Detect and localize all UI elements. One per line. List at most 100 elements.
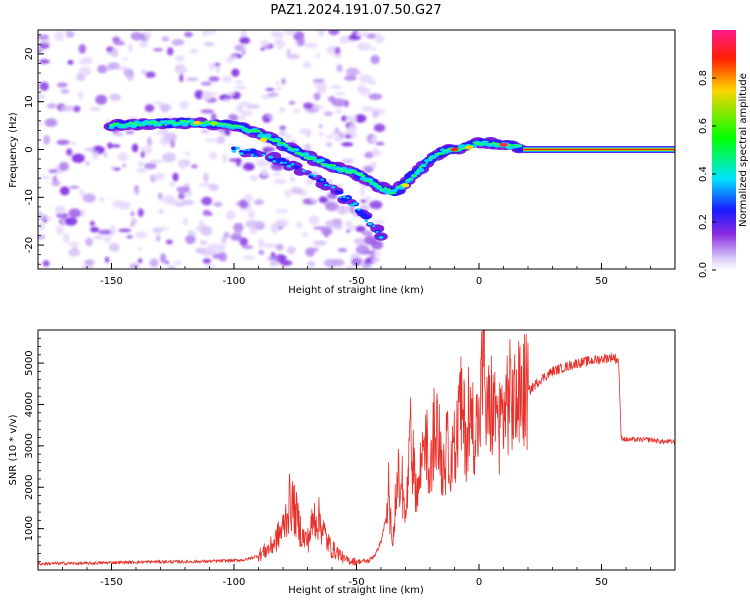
ridge-branch-segment — [301, 169, 306, 173]
ridge-branch-segment — [338, 196, 343, 199]
spectrogram-noise-blob — [214, 62, 221, 67]
spectrogram-noise-blob — [111, 144, 121, 148]
spectrogram-noise-blob — [165, 239, 173, 245]
ridge-branch-segment — [261, 153, 266, 156]
spectrogram-noise-blob — [275, 86, 283, 91]
spectrogram-y-tick-label: 20 — [24, 48, 35, 61]
spectrogram-ridge — [103, 117, 675, 241]
spectrogram-noise-blob — [267, 92, 279, 97]
ridge-segment — [376, 184, 382, 188]
spectrogram-noise-blob — [375, 141, 385, 146]
spectrogram-noise-blob — [221, 76, 233, 83]
spectrogram-x-tick-label: 50 — [595, 276, 608, 287]
spectrogram-noise-blob — [200, 109, 215, 114]
spectrogram-noise-blob — [243, 193, 254, 203]
spectrogram-noise-blob — [301, 231, 308, 237]
ridge-segment — [297, 152, 302, 156]
spectrogram-y-tick-label: 10 — [24, 95, 35, 108]
spectrogram-noise-blob — [152, 172, 166, 181]
ridge-segment — [243, 128, 248, 131]
spectrogram-noise-blob — [149, 159, 163, 164]
spectrogram-noise-blob — [317, 30, 325, 37]
spectrogram-noise-blob — [198, 183, 212, 187]
spectrogram-noise-blob — [72, 105, 81, 113]
spectrogram-noise-blob — [305, 128, 312, 137]
spectrogram-y-tick-label: -20 — [24, 237, 35, 253]
spectrogram-noise-blob — [84, 147, 96, 152]
spectrogram-noise-blob — [209, 151, 218, 160]
spectrogram-noise-blob — [113, 40, 125, 46]
ridge-segment — [491, 141, 496, 144]
spectrogram-noise-blob — [230, 114, 239, 122]
ridge-branch-segment — [250, 153, 255, 157]
spectrogram-noise-blob — [141, 69, 147, 74]
spectrogram-noise-blob — [304, 42, 318, 49]
ridge-segment — [134, 123, 140, 127]
ridge-segment — [322, 163, 328, 166]
spectrogram-noise-blob — [331, 130, 337, 136]
spectrogram-noise-blob — [126, 235, 134, 239]
spectrogram-noise-blob — [164, 132, 178, 142]
ridge-hotspot — [401, 183, 410, 188]
spectrogram-noise-blob — [51, 180, 61, 187]
spectrogram-noise-blob — [117, 152, 129, 162]
spectrogram-noise-blob — [60, 89, 70, 94]
spectrogram-noise-blob — [118, 228, 132, 233]
ridge-segment — [392, 188, 398, 193]
ridge-segment — [182, 119, 187, 123]
spectrogram-noise-blob — [231, 68, 240, 77]
ridge-branch-segment — [364, 219, 369, 223]
spectrogram-noise-blob — [221, 237, 227, 244]
ridge-segment — [471, 144, 478, 148]
snr-y-tick-label: 4000 — [24, 392, 35, 417]
spectrogram-noise-blob — [315, 52, 320, 60]
spectrogram-noise-blob — [225, 57, 234, 64]
spectrogram-noise-blob — [275, 218, 289, 228]
spectrogram-noise-blob — [178, 161, 187, 170]
spectrogram-noise-blob — [370, 54, 380, 65]
spectrogram-noise-blob — [201, 90, 213, 101]
spectrogram-noise-blob — [79, 188, 85, 197]
spectrogram-noise-blob — [156, 226, 170, 231]
ridge-hotspot — [499, 142, 508, 147]
snr-series — [38, 330, 675, 566]
spectrogram-noise-blob — [370, 161, 377, 168]
spectrogram-noise-blob — [55, 225, 64, 235]
ridge-segment — [379, 188, 385, 191]
spectrogram-noise-blob — [154, 100, 163, 106]
colorbar-label: Normalized spectral amplitude — [738, 73, 749, 227]
ridge-segment — [479, 143, 483, 146]
spectrogram-noise-blob — [284, 134, 292, 140]
ridge-segment — [160, 120, 164, 123]
spectrogram-noise-blob — [185, 151, 190, 157]
ridge-segment — [383, 186, 387, 189]
spectrogram-noise-blob — [316, 84, 327, 94]
ridge-segment — [364, 180, 368, 182]
spectrogram-y-tick-label: 0 — [24, 146, 35, 152]
ridge-segment — [415, 170, 420, 173]
ridge-segment — [459, 147, 464, 151]
spectrogram-noise-blob — [359, 74, 373, 84]
spectrogram-noise-blob — [345, 229, 351, 233]
ridge-segment — [189, 123, 193, 126]
spectrogram-noise-blob — [279, 259, 293, 266]
spectrogram-noise-blob — [279, 107, 286, 113]
ridge-segment — [128, 121, 133, 124]
spectrogram-noise-blob — [341, 158, 354, 164]
spectrogram-noise-blob — [334, 91, 346, 96]
spectrogram-noise-blob — [286, 53, 300, 60]
spectrogram-noise-blob — [364, 196, 372, 202]
ridge-segment — [396, 185, 401, 188]
ridge-segment — [434, 152, 438, 155]
spectrogram-noise-blob — [290, 186, 303, 195]
spectrogram-noise-blob — [351, 30, 360, 39]
spectrogram-noise-blob — [260, 39, 270, 48]
spectrogram-noise-blob — [239, 36, 251, 45]
ridge-branch-segment — [309, 173, 313, 176]
spectrogram-noise-blob — [162, 152, 177, 163]
spectrogram-noise-blob — [295, 221, 303, 229]
spectrogram-noise-blob — [313, 92, 321, 101]
spectrogram-noise-blob — [203, 172, 209, 183]
ridge-segment — [153, 120, 159, 124]
ridge-flat-band — [523, 148, 675, 151]
